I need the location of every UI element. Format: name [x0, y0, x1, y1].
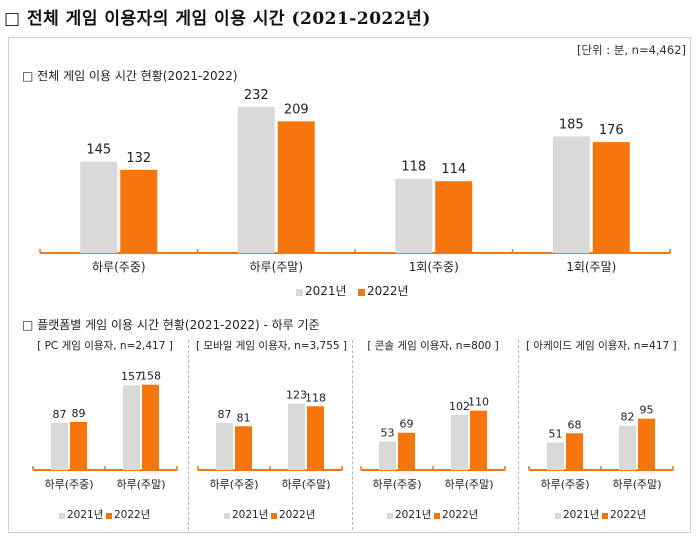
console-bar-2021 — [451, 414, 468, 470]
arcade-category-label: 하루(주말) — [612, 477, 661, 491]
main-data-label: 185 — [559, 117, 584, 132]
mobile-legend-swatch-2022 — [271, 513, 277, 519]
arcade-data-label: 95 — [640, 404, 654, 417]
main-legend-2021: 2021년 — [305, 284, 347, 298]
console-data-label: 110 — [468, 396, 489, 409]
pc-category-label: 하루(주중) — [44, 477, 93, 491]
mobile-category-label: 하루(주말) — [281, 477, 330, 491]
panel-separator — [188, 340, 189, 530]
console-bar-2021 — [379, 441, 396, 470]
pc-data-label: 157 — [121, 370, 142, 383]
main-data-label: 209 — [284, 102, 309, 117]
pc-data-label: 158 — [140, 370, 161, 383]
arcade-bar-2022 — [638, 418, 655, 470]
main-bar-2022 — [435, 181, 473, 253]
main-bar-2021 — [395, 178, 433, 253]
main-bar-2021 — [80, 161, 118, 253]
pc-panel-title: [ PC 게임 이용자, n=2,417 ] — [37, 340, 173, 352]
arcade-category-label: 하루(주중) — [540, 477, 589, 491]
pc-legend-swatch-2021 — [59, 513, 65, 519]
console-data-label: 102 — [449, 400, 470, 413]
mobile-bar-2022 — [307, 406, 324, 470]
panel-separator — [352, 340, 353, 530]
pc-data-label: 89 — [72, 407, 86, 420]
mobile-legend-2021: 2021년 — [232, 509, 268, 521]
platform-section-title: □ 플랫폼별 게임 이용 시간 현황(2021-2022) - 하루 기준 — [22, 318, 320, 332]
mobile-data-label: 118 — [305, 391, 326, 404]
pc-bar-2022 — [70, 421, 87, 470]
console-bar-2022 — [470, 410, 487, 470]
pc-legend-2021: 2021년 — [67, 509, 103, 521]
arcade-legend-swatch-2022 — [602, 513, 608, 519]
main-category-label: 1회(주중) — [409, 260, 459, 274]
console-data-label: 53 — [381, 426, 395, 439]
arcade-bar-2022 — [566, 433, 583, 470]
main-bar-2022 — [277, 121, 315, 253]
mobile-panel-title: [ 모바일 게임 이용자, n=3,755 ] — [196, 340, 348, 352]
arcade-data-label: 68 — [568, 418, 582, 431]
panel-separator — [518, 340, 519, 530]
mobile-data-label: 81 — [237, 411, 251, 424]
main-legend-2022: 2022년 — [367, 284, 409, 298]
arcade-legend-swatch-2021 — [555, 513, 561, 519]
page-title: □ 전체 게임 이용자의 게임 이용 시간 (2021-2022년) — [4, 9, 431, 29]
arcade-panel-title: [ 아케이드 게임 이용자, n=417 ] — [526, 340, 677, 352]
mobile-bar-2022 — [235, 426, 252, 470]
pc-bar-2021 — [51, 423, 68, 470]
console-category-label: 하루(주말) — [444, 477, 493, 491]
main-legend-swatch-2021 — [296, 289, 303, 296]
mobile-bar-2021 — [288, 403, 305, 470]
main-data-label: 232 — [244, 88, 269, 103]
console-panel-title: [ 콘솔 게임 이용자, n=800 ] — [367, 340, 499, 352]
console-legend-swatch-2021 — [387, 513, 393, 519]
main-category-label: 하루(주말) — [249, 260, 303, 274]
pc-category-label: 하루(주말) — [116, 477, 165, 491]
main-data-label: 145 — [86, 143, 111, 158]
main-bar-2021 — [237, 106, 275, 253]
main-category-label: 하루(주중) — [92, 260, 146, 274]
arcade-bar-2021 — [547, 442, 564, 470]
console-data-label: 69 — [400, 418, 414, 431]
console-bar-2022 — [398, 432, 415, 470]
main-data-label: 118 — [401, 160, 426, 175]
main-legend-swatch-2022 — [358, 289, 365, 296]
console-legend-swatch-2022 — [434, 513, 440, 519]
main-data-label: 132 — [126, 151, 151, 166]
mobile-data-label: 123 — [286, 389, 307, 402]
pc-legend-2022: 2022년 — [114, 509, 150, 521]
main-data-label: 176 — [599, 123, 624, 138]
arcade-legend-2022: 2022년 — [610, 509, 646, 521]
main-bar-2021 — [552, 136, 590, 253]
mobile-category-label: 하루(주중) — [209, 477, 258, 491]
main-data-label: 114 — [441, 162, 466, 177]
arcade-data-label: 51 — [549, 427, 563, 440]
mobile-bar-2021 — [216, 423, 233, 470]
main-bar-2022 — [120, 169, 158, 253]
console-category-label: 하루(주중) — [372, 477, 421, 491]
arcade-data-label: 82 — [621, 411, 635, 424]
pc-legend-swatch-2022 — [106, 513, 112, 519]
console-legend-2021: 2021년 — [395, 509, 431, 521]
main-chart-title: □ 전체 게임 이용 시간 현황(2021-2022) — [22, 69, 238, 83]
main-bar-2022 — [592, 142, 630, 253]
main-category-label: 1회(주말) — [566, 260, 616, 274]
mobile-legend-swatch-2021 — [224, 513, 230, 519]
mobile-data-label: 87 — [218, 408, 232, 421]
arcade-bar-2021 — [619, 425, 636, 470]
console-legend-2022: 2022년 — [442, 509, 478, 521]
mobile-legend-2022: 2022년 — [279, 509, 315, 521]
pc-data-label: 87 — [53, 408, 67, 421]
arcade-legend-2021: 2021년 — [563, 509, 599, 521]
unit-note: [단위 : 분, n=4,462] — [576, 43, 686, 57]
pc-bar-2021 — [123, 385, 140, 470]
pc-bar-2022 — [142, 384, 159, 470]
